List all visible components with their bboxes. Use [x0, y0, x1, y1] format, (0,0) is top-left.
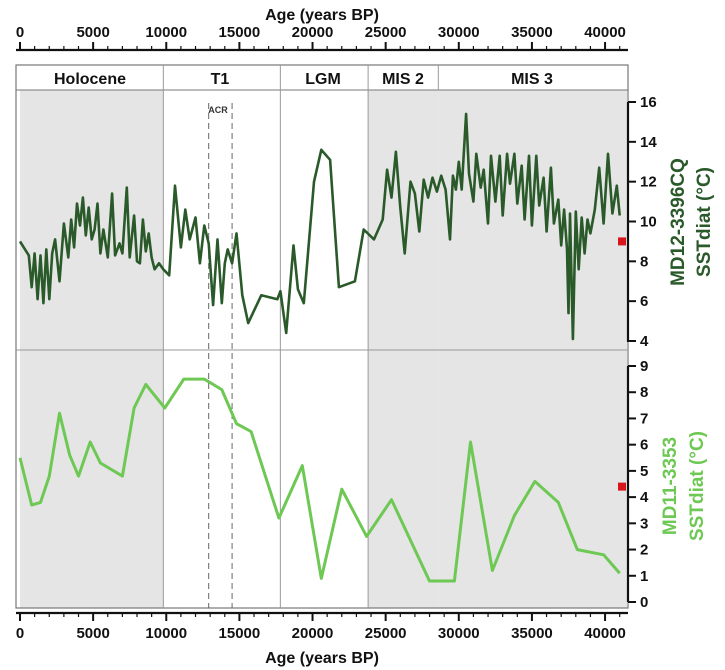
- x-axis-title-top: Age (years BP): [265, 7, 379, 24]
- period-shade-3: [368, 90, 439, 608]
- x-bottom-tick-label-1: 5000: [76, 625, 109, 642]
- y-label-upper-core: MD12-3396CQ: [668, 158, 689, 286]
- x-top-tick-label-2: 10000: [145, 24, 187, 41]
- y0-tick-label-6: 16: [640, 94, 657, 111]
- x-top-tick-label-8: 40000: [584, 24, 626, 41]
- x-top-tick-label-5: 25000: [365, 24, 407, 41]
- y0-tick-label-5: 14: [640, 134, 657, 151]
- modern-markers: [618, 237, 626, 491]
- x-bottom-tick-label-6: 30000: [438, 625, 480, 642]
- period-label-lgm: LGM: [305, 71, 341, 88]
- x-top-tick-label-1: 5000: [76, 24, 109, 41]
- x-bottom-tick-label-8: 40000: [584, 625, 626, 642]
- x-bottom-tick-label-2: 10000: [145, 625, 187, 642]
- series-line-panel-1: [18, 377, 621, 583]
- modern-value-marker-0: [618, 237, 626, 246]
- period-shade-0: [20, 90, 164, 608]
- acr-lines: [208, 103, 233, 608]
- x-top-tick-label-6: 30000: [438, 24, 480, 41]
- x-top-tick-label-4: 20000: [292, 24, 334, 41]
- y1-tick-label-0: 0: [640, 594, 648, 611]
- y-label-lower-core: MD11-3353: [660, 437, 681, 535]
- modern-value-marker-1: [618, 482, 626, 491]
- y-label-upper-unit: SSTdiat (°C): [694, 167, 715, 277]
- y1-tick-label-6: 6: [640, 437, 648, 454]
- x-bottom-tick-label-5: 25000: [365, 625, 407, 642]
- y1-tick-label-1: 1: [640, 568, 648, 585]
- period-label-mis3: MIS 3: [511, 71, 553, 88]
- series-line-panel-0: [18, 112, 621, 341]
- x-top-tick-label-0: 0: [16, 24, 24, 41]
- x-top-tick-label-3: 15000: [219, 24, 261, 41]
- acr-label: ACR: [208, 105, 228, 115]
- x-bottom-tick-label-0: 0: [16, 625, 24, 642]
- period-label-holocene: Holocene: [54, 71, 126, 88]
- y-axis-lower-ticks: 0 1 2 3 4 5 6 7 8 9: [628, 358, 649, 611]
- x-axis-title-bottom: Age (years BP): [265, 650, 379, 667]
- period-label-mis2: MIS 2: [382, 71, 424, 88]
- y1-tick-label-5: 5: [640, 463, 648, 480]
- x-bottom-tick-label-4: 20000: [292, 625, 334, 642]
- period-label-t1: T1: [211, 71, 230, 88]
- y-axis-upper-ticks: 4 6 8 10 12 14 16: [628, 94, 657, 350]
- y1-tick-label-9: 9: [640, 358, 648, 375]
- y-label-lower-unit: SSTdiat (°C): [687, 431, 708, 541]
- y0-tick-label-2: 8: [640, 253, 648, 270]
- y1-tick-label-7: 7: [640, 410, 648, 427]
- y0-tick-label-0: 4: [640, 333, 649, 350]
- y0-tick-label-1: 6: [640, 293, 648, 310]
- y1-tick-label-4: 4: [640, 489, 649, 506]
- y1-tick-label-3: 3: [640, 515, 648, 532]
- y0-tick-label-4: 12: [640, 174, 657, 191]
- x-top-tick-label-7: 35000: [511, 24, 553, 41]
- x-axis-top-ticks: 0 5000 10000 15000 20000 25000 30000 35000 40000: [16, 24, 626, 50]
- x-axis-bottom-ticks: 0 5000 10000 15000 20000 25000 30000 35000 40000: [16, 613, 626, 642]
- y1-tick-label-8: 8: [640, 384, 648, 401]
- series-layer: [18, 112, 621, 583]
- x-bottom-tick-label-3: 15000: [219, 625, 261, 642]
- y1-tick-label-2: 2: [640, 542, 648, 559]
- x-bottom-tick-label-7: 35000: [511, 625, 553, 642]
- y0-tick-label-3: 10: [640, 214, 657, 231]
